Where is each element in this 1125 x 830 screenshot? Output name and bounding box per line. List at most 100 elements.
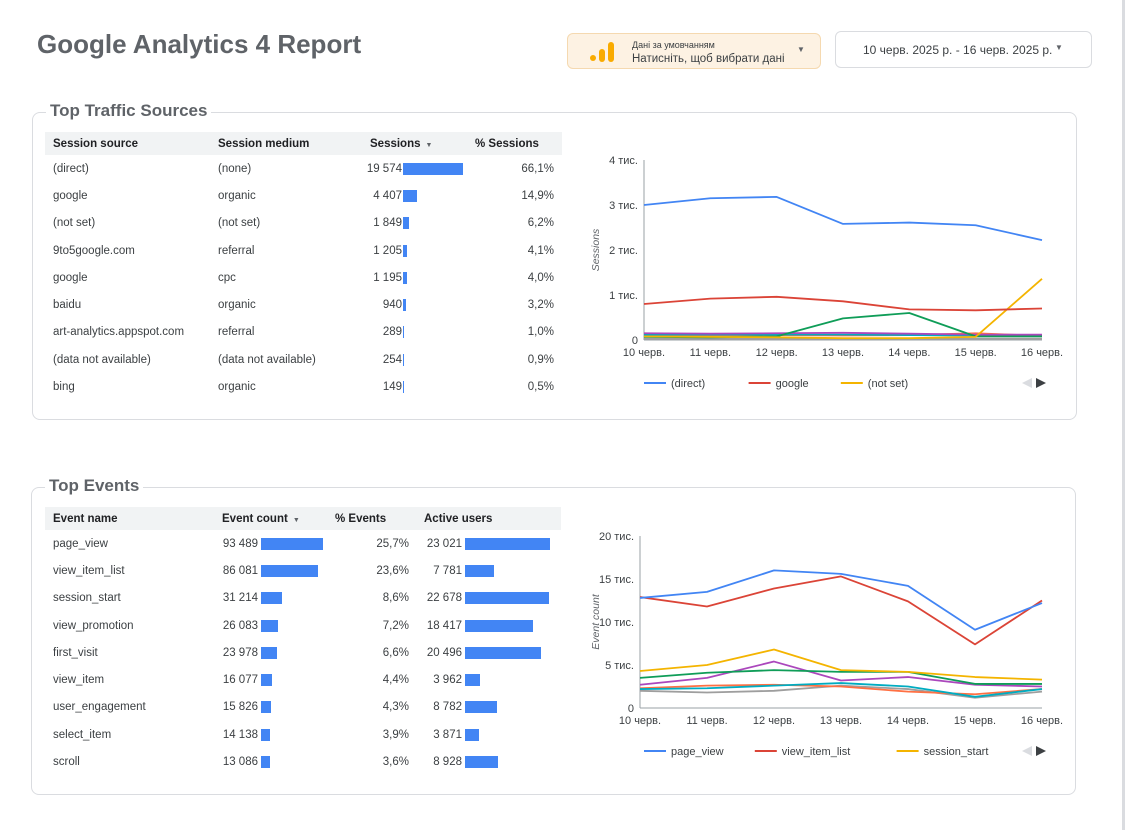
column-header-active-users[interactable]: Active users xyxy=(415,507,561,530)
cell-pct-events: 4,4% xyxy=(382,674,409,687)
cell-event-name: view_promotion xyxy=(53,619,134,632)
x-tick-label: 10 черв. xyxy=(623,347,665,359)
cell-event-name: view_item_list xyxy=(53,564,125,577)
sessions-value: 1 195 xyxy=(373,271,402,284)
event-count-value: 86 081 xyxy=(222,564,258,577)
y-tick-label: 2 тис. xyxy=(609,245,638,257)
column-header-source[interactable]: Session source xyxy=(45,132,210,155)
table-row[interactable]: view_item_list 86 081 23,6% 7 781 xyxy=(45,557,561,584)
table-row[interactable]: page_view 93 489 25,7% 23 021 xyxy=(45,530,561,557)
legend-label: (direct) xyxy=(671,378,705,390)
table-row[interactable]: scroll 13 086 3,6% 8 928 xyxy=(45,748,561,775)
table-row[interactable]: bing organic 149 0,5% xyxy=(45,373,562,400)
active-users-bar xyxy=(465,564,494,577)
cell-active-users: 18 417 xyxy=(415,612,561,639)
cell-event-count: 16 077 xyxy=(210,666,335,693)
table-row[interactable]: (data not available) (data not available)… xyxy=(45,346,562,373)
cell-medium: cpc xyxy=(218,271,236,284)
cell-active-users: 8 782 xyxy=(415,694,561,721)
y-tick-label: 20 тис. xyxy=(599,531,634,543)
table-row[interactable]: view_promotion 26 083 7,2% 18 417 xyxy=(45,612,561,639)
sort-desc-icon[interactable]: ▼ xyxy=(425,141,433,149)
y-tick-label: 0 xyxy=(632,335,638,347)
legend-label: google xyxy=(776,378,809,390)
cell-medium: organic xyxy=(218,299,256,312)
table-row[interactable]: 9to5google.com referral 1 205 4,1% xyxy=(45,237,562,264)
x-tick-label: 10 черв. xyxy=(619,715,661,727)
table-row[interactable]: session_start 31 214 8,6% 22 678 xyxy=(45,585,561,612)
cell-active-users: 3 871 xyxy=(415,721,561,748)
column-header-pct-sessions[interactable]: % Sessions xyxy=(475,132,562,155)
column-header-pct-events[interactable]: % Events xyxy=(335,507,415,530)
y-axis-label: Event count xyxy=(590,593,602,650)
event-count-bar xyxy=(261,646,277,659)
y-tick-label: 4 тис. xyxy=(609,155,638,167)
table-row[interactable]: select_item 14 138 3,9% 3 871 xyxy=(45,721,561,748)
events-table: Event name Event count ▼ % Events Active … xyxy=(45,507,561,776)
cell-medium: referral xyxy=(218,244,255,257)
table-row[interactable]: google cpc 1 195 4,0% xyxy=(45,264,562,291)
sessions-bar xyxy=(403,326,404,339)
cell-event-name: first_visit xyxy=(53,646,98,659)
table-row[interactable]: google organic 4 407 14,9% xyxy=(45,182,562,209)
column-header-event-name[interactable]: Event name xyxy=(45,507,210,530)
chevron-down-icon[interactable]: ▼ xyxy=(1055,43,1063,52)
x-tick-label: 16 черв. xyxy=(1021,715,1063,727)
cell-pct-events: 3,9% xyxy=(382,728,409,741)
cell-event-count: 86 081 xyxy=(210,557,335,584)
cell-event-name: select_item xyxy=(53,728,112,741)
table-row[interactable]: (not set) (not set) 1 849 6,2% xyxy=(45,210,562,237)
column-header-event-count[interactable]: Event count ▼ xyxy=(210,507,335,530)
cell-medium: (not set) xyxy=(218,217,261,230)
data-source-selector[interactable]: Дані за умовчанням Натисніть, щоб вибрат… xyxy=(567,33,821,69)
cell-source: art-analytics.appspot.com xyxy=(53,326,185,339)
table-row[interactable]: art-analytics.appspot.com referral 289 1,0% xyxy=(45,319,562,346)
sessions-bar xyxy=(403,244,407,257)
cell-active-users: 20 496 xyxy=(415,639,561,666)
cell-source: (not set) xyxy=(53,217,96,230)
sessions-value: 940 xyxy=(382,299,402,312)
date-range-picker[interactable]: 10 черв. 2025 р. - 16 черв. 2025 р. ▼ xyxy=(835,31,1092,68)
table-row[interactable]: first_visit 23 978 6,6% 20 496 xyxy=(45,639,561,666)
event-count-value: 23 978 xyxy=(222,646,258,659)
x-tick-label: 13 черв. xyxy=(822,347,864,359)
traffic-section-title: Top Traffic Sources xyxy=(46,101,212,121)
cell-sessions: 940 xyxy=(360,291,475,318)
x-tick-label: 12 черв. xyxy=(753,715,795,727)
chevron-down-icon[interactable]: ▼ xyxy=(797,45,805,54)
cell-event-name: user_engagement xyxy=(53,701,146,714)
table-row[interactable]: user_engagement 15 826 4,3% 8 782 xyxy=(45,694,561,721)
cell-event-count: 13 086 xyxy=(210,748,335,775)
cell-event-count: 26 083 xyxy=(210,612,335,639)
event-count-value: 14 138 xyxy=(222,728,258,741)
cell-source: google xyxy=(53,189,88,202)
cell-source: google xyxy=(53,271,88,284)
cell-event-count: 31 214 xyxy=(210,585,335,612)
series-line xyxy=(643,278,1043,340)
series-line xyxy=(639,669,1042,685)
scrollbar-track[interactable] xyxy=(1122,0,1125,830)
cell-active-users: 7 781 xyxy=(415,557,561,584)
cell-active-users: 8 928 xyxy=(415,748,561,775)
active-users-value: 8 928 xyxy=(433,756,462,769)
table-row[interactable]: view_item 16 077 4,4% 3 962 xyxy=(45,666,561,693)
cell-pct-events: 4,3% xyxy=(382,701,409,714)
cell-source: (data not available) xyxy=(53,353,151,366)
event-count-bar xyxy=(261,619,278,632)
column-header-sessions[interactable]: Sessions ▼ xyxy=(360,132,475,155)
event-count-bar xyxy=(261,674,272,687)
sessions-value: 1 205 xyxy=(373,244,402,257)
table-row[interactable]: (direct) (none) 19 574 66,1% xyxy=(45,155,562,182)
sort-desc-icon[interactable]: ▼ xyxy=(292,516,300,524)
cell-sessions: 19 574 xyxy=(360,155,475,182)
events-section-title: Top Events xyxy=(45,476,144,496)
date-range-text: 10 черв. 2025 р. - 16 черв. 2025 р. xyxy=(863,43,1053,57)
cell-pct-sessions: 3,2% xyxy=(527,299,554,312)
table-row[interactable]: baidu organic 940 3,2% xyxy=(45,291,562,318)
series-line xyxy=(639,683,1043,696)
active-users-value: 3 962 xyxy=(433,674,462,687)
active-users-bar xyxy=(465,646,541,659)
column-header-medium[interactable]: Session medium xyxy=(210,132,360,155)
cell-source: baidu xyxy=(53,299,82,312)
y-tick-label: 0 xyxy=(628,703,634,715)
